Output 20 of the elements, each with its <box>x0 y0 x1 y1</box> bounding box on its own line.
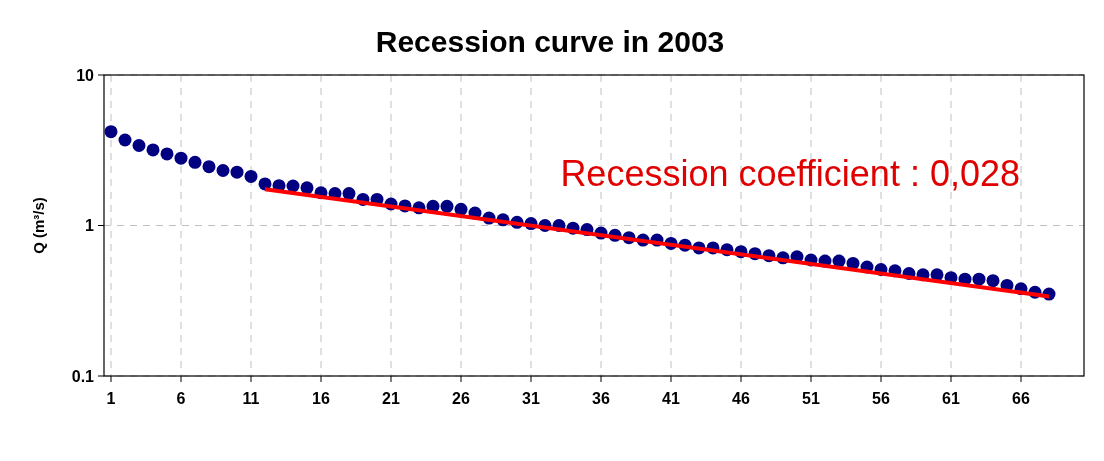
x-tick-label: 56 <box>872 390 890 407</box>
x-tick-label: 66 <box>1012 390 1030 407</box>
y-tick-label: 10 <box>76 66 95 84</box>
y-tick-label: 0.1 <box>71 367 95 385</box>
x-tick-label: 36 <box>592 390 610 407</box>
x-tick-label: 21 <box>382 390 400 407</box>
x-tick-label: 1 <box>106 390 116 407</box>
x-tick-label: 26 <box>452 390 470 407</box>
x-tick-label: 31 <box>522 390 540 407</box>
x-tick-label: 46 <box>732 390 750 407</box>
annotation: Recession coefficient : 0,028 <box>560 153 1020 194</box>
x-tick-label: 16 <box>312 390 330 407</box>
x-tick-label: 51 <box>802 390 820 407</box>
x-tick-label: 11 <box>242 390 260 407</box>
x-tick-label: 61 <box>942 390 960 407</box>
x-tick-label: 6 <box>176 390 186 407</box>
y-tick-label: 1 <box>85 217 95 235</box>
y-axis-title: Q (m³/s) <box>30 197 47 254</box>
x-tick-label: 41 <box>662 390 680 407</box>
chart-title: Recession curve in 2003 <box>375 25 725 58</box>
